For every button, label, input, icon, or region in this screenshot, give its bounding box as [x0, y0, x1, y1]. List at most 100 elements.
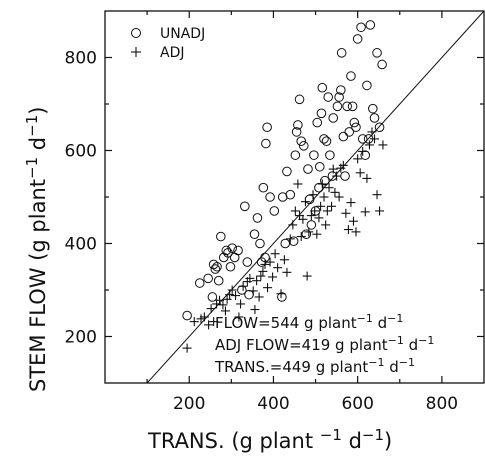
- point-adj: [199, 312, 209, 322]
- point-adj: [370, 134, 380, 144]
- point-unadj: [328, 113, 339, 123]
- point-unadj: [242, 257, 253, 267]
- point-adj: [343, 225, 353, 235]
- point-unadj: [255, 238, 265, 249]
- point-adj: [330, 187, 340, 197]
- point-unadj: [344, 127, 355, 137]
- point-adj: [209, 317, 219, 327]
- point-unadj: [213, 275, 224, 286]
- point-adj: [367, 127, 377, 137]
- y-axis-title: STEM FLOW (g plant−1 d−1): [23, 107, 50, 392]
- point-adj: [341, 208, 351, 218]
- point-unadj: [288, 236, 299, 246]
- point-unadj: [342, 101, 352, 112]
- point-unadj: [301, 229, 312, 239]
- y-tick-label: 200: [65, 328, 97, 348]
- point-adj: [338, 160, 348, 170]
- legend-item-unadj: UNADJ: [131, 26, 205, 42]
- legend-label-adj: ADJ: [160, 45, 185, 61]
- point-adj: [218, 300, 228, 310]
- point-adj: [258, 266, 268, 276]
- point-unadj: [372, 48, 382, 58]
- point-adj: [265, 257, 275, 267]
- point-unadj: [277, 292, 287, 302]
- point-adj: [260, 259, 270, 269]
- point-unadj: [293, 120, 303, 130]
- point-unadj: [349, 117, 360, 128]
- x-tick-label: 200: [173, 394, 205, 414]
- point-adj: [332, 171, 342, 181]
- point-unadj: [352, 34, 363, 44]
- point-adj: [248, 286, 258, 296]
- point-unadj: [216, 231, 226, 242]
- point-unadj: [285, 189, 296, 200]
- point-unadj: [210, 264, 221, 274]
- point-adj: [279, 255, 289, 265]
- point-unadj: [317, 82, 328, 93]
- point-adj: [256, 271, 266, 281]
- point-unadj: [249, 229, 260, 239]
- legend-circle-marker: [131, 28, 141, 38]
- point-unadj: [377, 59, 387, 70]
- point-unadj: [374, 122, 385, 133]
- point-unadj: [244, 289, 254, 300]
- point-adj: [293, 179, 303, 189]
- legend-label-unadj: UNADJ: [160, 26, 205, 42]
- point-unadj: [261, 138, 271, 149]
- point-unadj: [314, 161, 325, 172]
- point-adj: [236, 299, 246, 309]
- point-adj: [378, 140, 388, 150]
- point-adj: [254, 292, 264, 302]
- point-unadj: [357, 134, 368, 144]
- point-adj: [351, 227, 361, 237]
- point-adj: [288, 220, 298, 230]
- point-unadj: [237, 285, 247, 295]
- point-unadj: [203, 273, 213, 284]
- point-unadj: [336, 48, 347, 58]
- point-unadj: [314, 182, 324, 193]
- point-adj: [306, 211, 316, 221]
- point-unadj: [309, 150, 319, 160]
- point-adj: [355, 168, 365, 178]
- point-unadj: [306, 220, 317, 230]
- trans-annotation: TRANS.=449 g plant−1 d−1: [214, 356, 415, 376]
- x-tick-label: 400: [257, 394, 289, 414]
- point-unadj: [360, 150, 371, 160]
- point-unadj: [312, 117, 323, 128]
- point-adj: [238, 281, 248, 291]
- point-adj: [348, 216, 358, 226]
- x-tick-label: 800: [426, 394, 458, 414]
- point-unadj: [332, 101, 343, 112]
- point-unadj: [262, 122, 272, 133]
- point-unadj: [182, 310, 192, 321]
- point-adj: [220, 306, 230, 316]
- point-unadj: [346, 71, 356, 81]
- point-unadj: [269, 206, 280, 216]
- point-adj: [270, 249, 280, 259]
- point-adj: [372, 190, 382, 200]
- point-adj: [206, 304, 216, 314]
- y-tick-label: 600: [65, 142, 97, 162]
- point-unadj: [347, 101, 358, 112]
- point-unadj: [356, 22, 366, 33]
- point-unadj: [334, 92, 344, 102]
- point-adj: [324, 183, 334, 193]
- point-adj: [204, 320, 214, 330]
- point-unadj: [290, 150, 301, 160]
- point-adj: [231, 291, 241, 301]
- point-adj: [375, 206, 385, 216]
- point-adj: [314, 213, 324, 223]
- x-axis-title: TRANS. (g plant −1 d−1): [147, 426, 392, 453]
- legend-item-adj: ADJ: [131, 45, 185, 61]
- point-unadj: [296, 136, 307, 146]
- point-adj: [225, 290, 235, 300]
- point-adj: [360, 207, 370, 217]
- point-adj: [189, 317, 199, 327]
- point-unadj: [351, 122, 361, 133]
- point-adj: [300, 197, 310, 207]
- flow-annotation: FLOW=544 g plant−1 d−1: [215, 312, 403, 332]
- point-unadj: [280, 238, 291, 249]
- point-unadj: [323, 92, 333, 102]
- point-adj: [276, 289, 286, 299]
- point-adj: [302, 271, 312, 281]
